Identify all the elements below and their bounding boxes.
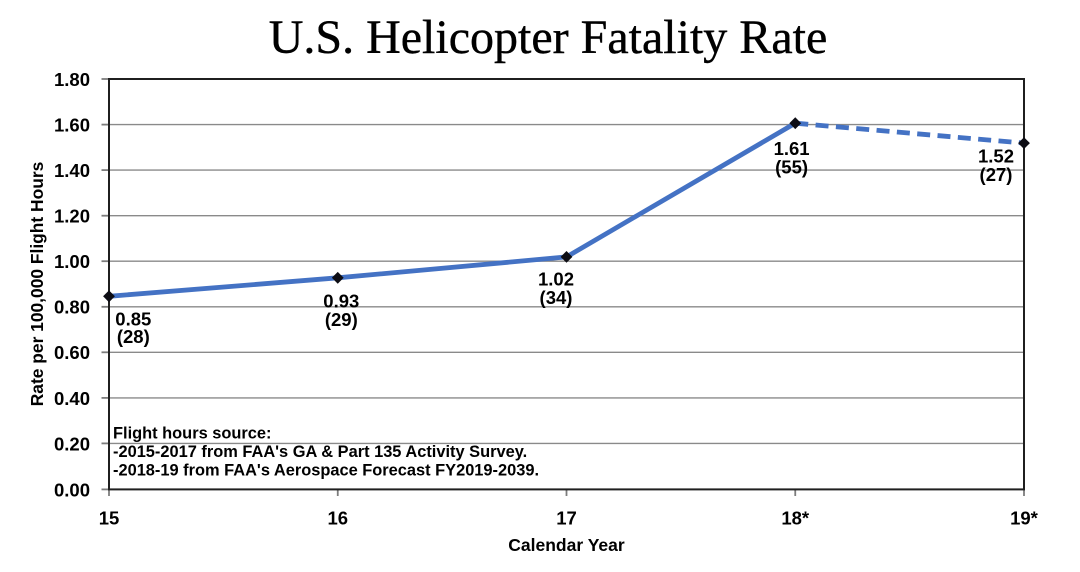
svg-text:(34): (34) <box>540 287 573 308</box>
svg-text:0.00: 0.00 <box>54 479 90 500</box>
svg-text:1.61: 1.61 <box>774 138 810 159</box>
svg-text:1.02: 1.02 <box>538 269 574 290</box>
svg-text:1.00: 1.00 <box>54 251 90 272</box>
svg-text:19*: 19* <box>1010 508 1039 529</box>
svg-text:0.93: 0.93 <box>323 291 359 312</box>
svg-text:1.60: 1.60 <box>54 115 90 136</box>
svg-text:18*: 18* <box>781 508 810 529</box>
svg-text:-2018-19 from FAA's Aerospace: -2018-19 from FAA's Aerospace Forecast F… <box>113 461 539 479</box>
svg-text:0.85: 0.85 <box>115 309 151 330</box>
svg-text:(55): (55) <box>775 157 808 178</box>
svg-text:0.60: 0.60 <box>54 342 90 363</box>
svg-text:0.80: 0.80 <box>54 297 90 318</box>
svg-text:Flight hours source:: Flight hours source: <box>113 425 271 443</box>
svg-text:0.40: 0.40 <box>54 388 90 409</box>
svg-text:Calendar Year: Calendar Year <box>508 535 625 555</box>
svg-text:1.52: 1.52 <box>978 145 1014 166</box>
svg-text:(27): (27) <box>980 164 1013 185</box>
svg-text:U.S. Helicopter Fatality Rate: U.S. Helicopter Fatality Rate <box>269 11 828 64</box>
svg-text:1.20: 1.20 <box>54 206 90 227</box>
svg-text:Rate per 100,000 Flight Hours: Rate per 100,000 Flight Hours <box>27 162 47 407</box>
svg-text:15: 15 <box>99 508 120 529</box>
svg-text:17: 17 <box>556 508 577 529</box>
svg-text:0.20: 0.20 <box>54 433 90 454</box>
svg-text:(29): (29) <box>325 309 358 330</box>
svg-text:(28): (28) <box>117 326 150 347</box>
svg-text:1.40: 1.40 <box>54 160 90 181</box>
svg-text:-2015-2017 from FAA's GA & Par: -2015-2017 from FAA's GA & Part 135 Acti… <box>113 443 527 461</box>
svg-text:1.80: 1.80 <box>54 69 90 90</box>
svg-text:16: 16 <box>327 508 348 529</box>
